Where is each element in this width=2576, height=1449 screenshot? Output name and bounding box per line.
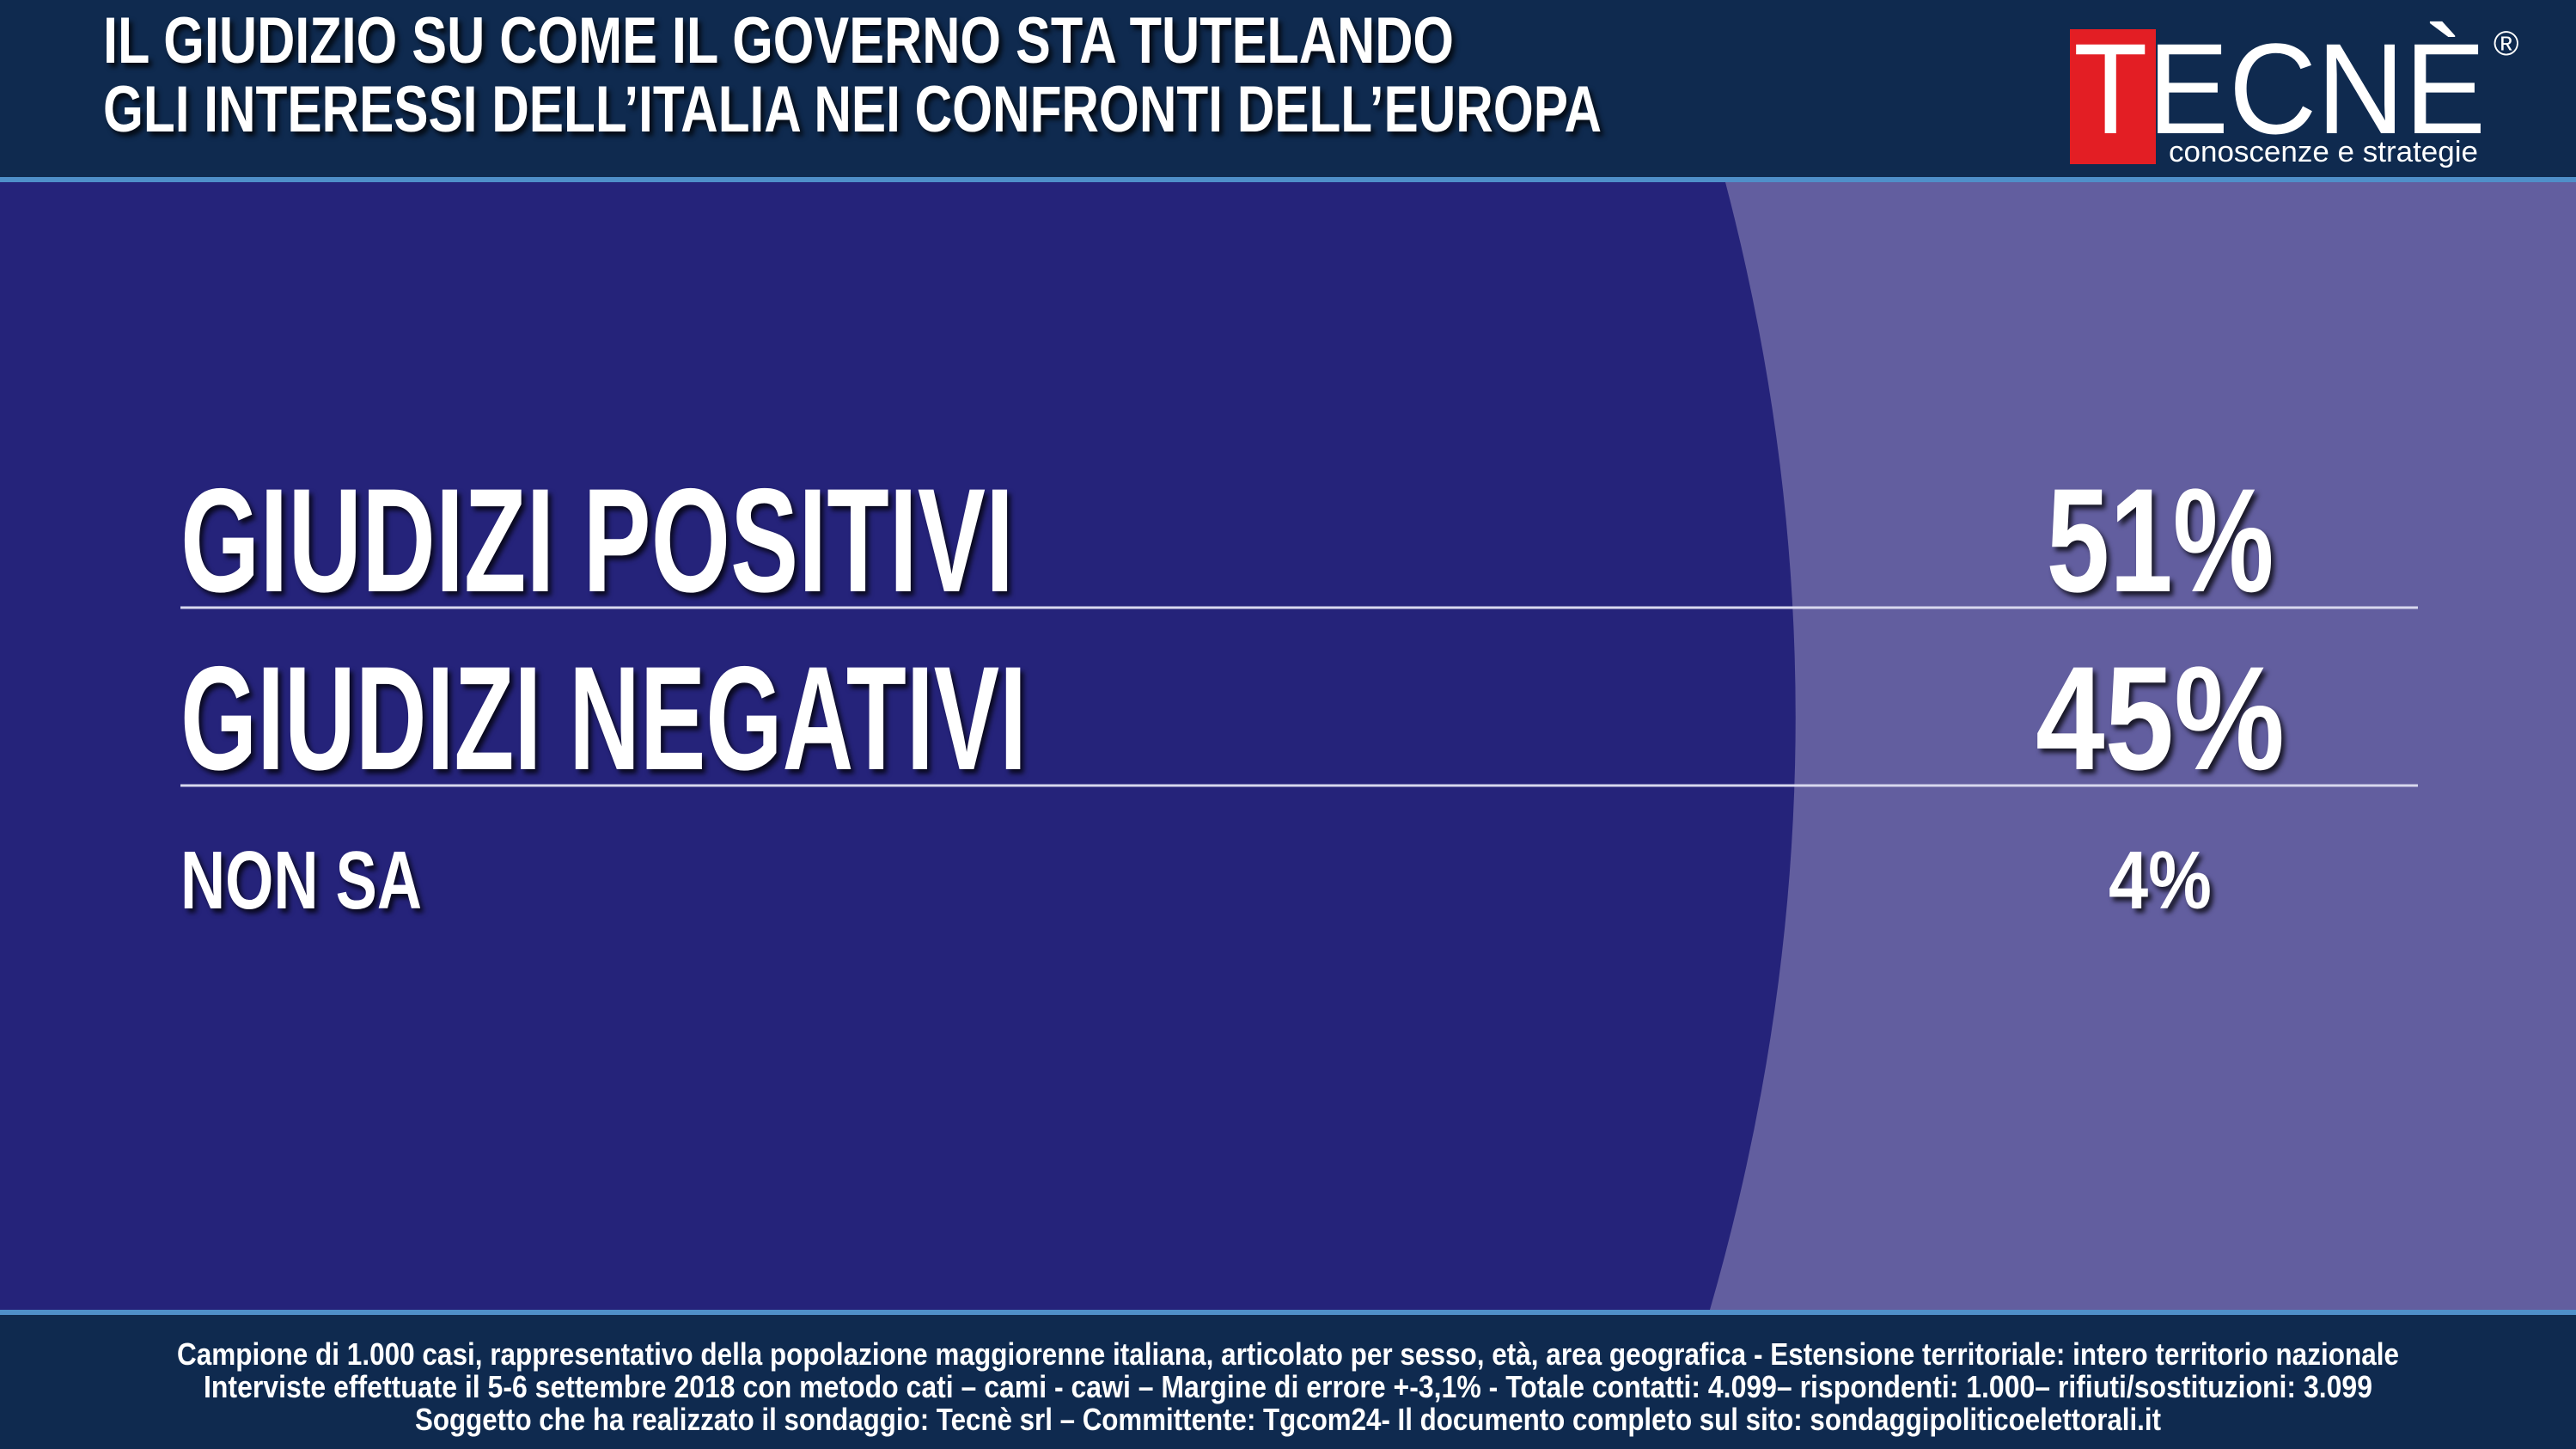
row-label: GIUDIZI POSITIVI	[180, 458, 1014, 623]
panel-dark	[0, 182, 1796, 1310]
logo-square	[2070, 29, 2156, 164]
logo-mark: ®	[2494, 25, 2518, 63]
title-line: IL GIUDIZIO SU COME IL GOVERNO STA TUTEL…	[103, 4, 1454, 77]
header-rule	[0, 177, 2576, 182]
content: IL GIUDIZIO SU COME IL GOVERNO STA TUTEL…	[103, 4, 2518, 1437]
row-label: NON SA	[180, 835, 422, 926]
row-value: 45%	[2036, 636, 2285, 801]
footer-line: Soggetto che ha realizzato il sondaggio:…	[415, 1402, 2161, 1437]
row-value: 4%	[2109, 835, 2212, 926]
row-value: 51%	[2047, 458, 2274, 623]
row-label: GIUDIZI NEGATIVI	[180, 636, 1027, 801]
logo-name: TECNÈ	[2073, 16, 2486, 161]
logo-tagline: conoscenze e strategie	[2169, 136, 2478, 168]
footer-bar	[0, 1315, 2576, 1449]
footer-line: Interviste effettuate il 5-6 settembre 2…	[204, 1369, 2372, 1404]
footer-line: Campione di 1.000 casi, rappresentativo …	[177, 1336, 2399, 1372]
footer-rule	[0, 1310, 2576, 1315]
title-line: GLI INTERESSI DELL’ITALIA NEI CONFRONTI …	[103, 73, 1602, 146]
